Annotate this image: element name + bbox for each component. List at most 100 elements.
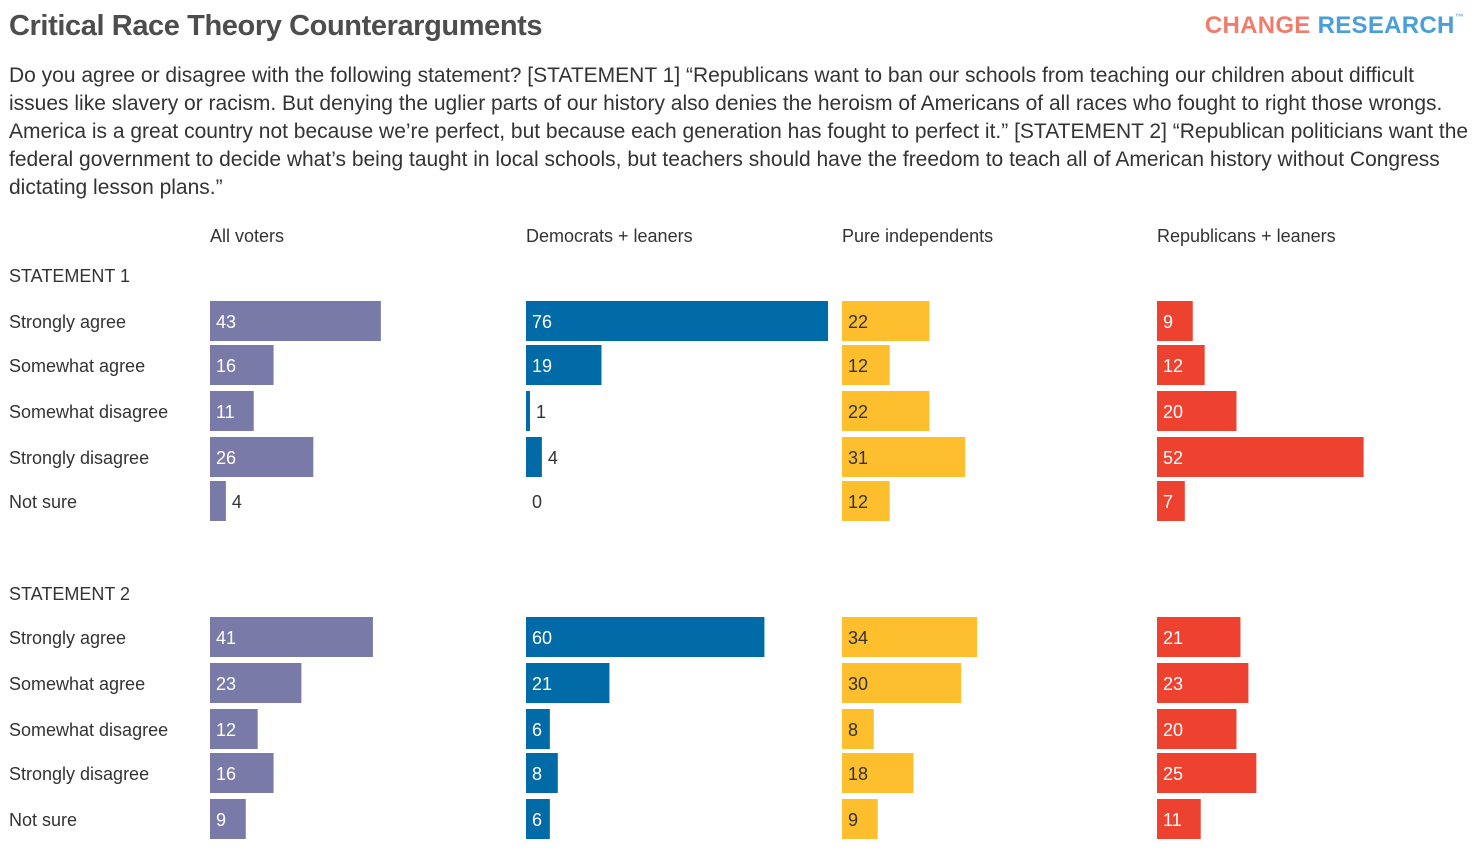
row-label-somewhat-disagree: Somewhat disagree <box>9 720 168 740</box>
data-label: 16 <box>216 764 236 784</box>
bar-statement-1-republicans-leaners-strongly-agree <box>1157 301 1193 341</box>
data-label: 11 <box>216 402 235 422</box>
bar-statement-1-democrats-leaners-somewhat-disagree <box>526 391 530 431</box>
bar-statement-2-democrats-leaners-not-sure <box>526 799 550 839</box>
column-header-all-voters: All voters <box>210 226 284 246</box>
bar-statement-2-pure-independents-strongly-agree <box>842 617 978 657</box>
logo-trademark: ™ <box>1454 12 1464 22</box>
bar-statement-2-all-voters-strongly-disagree <box>210 753 274 793</box>
data-label: 25 <box>1163 764 1183 784</box>
bar-statement-2-all-voters-not-sure <box>210 799 246 839</box>
bar-statement-1-republicans-leaners-strongly-disagree <box>1157 437 1364 477</box>
bar-statement-1-republicans-leaners-somewhat-agree <box>1157 345 1205 385</box>
bar-statement-1-pure-independents-somewhat-disagree <box>842 391 930 431</box>
bar-statement-2-pure-independents-strongly-disagree <box>842 753 914 793</box>
data-label: 12 <box>216 720 236 740</box>
row-label-somewhat-disagree: Somewhat disagree <box>9 402 168 422</box>
data-label: 8 <box>532 764 542 784</box>
bar-statement-2-republicans-leaners-not-sure <box>1157 799 1201 839</box>
panel-header-statement-1: STATEMENT 1 <box>9 266 130 286</box>
logo-research-text: RESEARCH <box>1317 12 1455 39</box>
bar-statement-2-pure-independents-not-sure <box>842 799 878 839</box>
bar-statement-2-pure-independents-somewhat-agree <box>842 663 962 703</box>
data-label: 12 <box>1163 356 1183 376</box>
bar-statement-2-all-voters-somewhat-disagree <box>210 709 258 749</box>
bar-statement-2-pure-independents-somewhat-disagree <box>842 709 874 749</box>
data-label: 60 <box>532 628 552 648</box>
bar-statement-1-all-voters-strongly-disagree <box>210 437 314 477</box>
row-label-strongly-agree: Strongly agree <box>9 628 126 648</box>
data-label: 19 <box>532 356 552 376</box>
panel-header-statement-2: STATEMENT 2 <box>9 584 130 604</box>
data-label: 22 <box>848 312 868 332</box>
data-label: 6 <box>532 810 542 830</box>
bar-statement-2-republicans-leaners-strongly-agree <box>1157 617 1241 657</box>
data-label: 11 <box>1163 810 1182 830</box>
row-label-somewhat-agree: Somewhat agree <box>9 356 145 376</box>
data-label: 1 <box>536 402 546 422</box>
bar-statement-1-pure-independents-somewhat-agree <box>842 345 890 385</box>
data-label: 23 <box>216 674 236 694</box>
bar-statement-2-democrats-leaners-somewhat-agree <box>526 663 610 703</box>
data-label: 26 <box>216 448 236 468</box>
data-label: 76 <box>532 312 552 332</box>
bar-statement-1-all-voters-somewhat-disagree <box>210 391 254 431</box>
data-label: 0 <box>532 492 542 512</box>
data-label: 41 <box>216 628 236 648</box>
data-label: 23 <box>1163 674 1183 694</box>
data-label: 21 <box>532 674 552 694</box>
bar-statement-2-all-voters-somewhat-agree <box>210 663 302 703</box>
bar-statement-1-republicans-leaners-somewhat-disagree <box>1157 391 1237 431</box>
data-label: 4 <box>232 492 242 512</box>
data-label: 18 <box>848 764 868 784</box>
data-label: 9 <box>1163 312 1173 332</box>
column-header-pure-independents: Pure independents <box>842 226 993 246</box>
row-label-not-sure: Not sure <box>9 492 77 512</box>
data-label: 9 <box>216 810 226 830</box>
row-label-somewhat-agree: Somewhat agree <box>9 674 145 694</box>
row-label-strongly-disagree: Strongly disagree <box>9 448 149 468</box>
data-label: 7 <box>1163 492 1173 512</box>
data-label: 52 <box>1163 448 1183 468</box>
bar-statement-1-all-voters-strongly-agree <box>210 301 381 341</box>
data-label: 8 <box>848 720 858 740</box>
data-label: 4 <box>548 448 558 468</box>
bar-statement-2-democrats-leaners-strongly-disagree <box>526 753 558 793</box>
row-label-not-sure: Not sure <box>9 810 77 830</box>
data-label: 12 <box>848 356 868 376</box>
bar-statement-2-republicans-leaners-somewhat-agree <box>1157 663 1249 703</box>
data-label: 43 <box>216 312 236 332</box>
row-label-strongly-disagree: Strongly disagree <box>9 764 149 784</box>
data-label: 6 <box>532 720 542 740</box>
bar-statement-1-all-voters-not-sure <box>210 481 226 521</box>
data-label: 16 <box>216 356 236 376</box>
data-label: 20 <box>1163 720 1183 740</box>
brand-logo: CHANGE RESEARCH™ <box>1205 12 1464 40</box>
chart-title: Critical Race Theory Counterarguments <box>9 10 543 42</box>
bar-statement-1-democrats-leaners-strongly-agree <box>526 301 828 341</box>
data-label: 20 <box>1163 402 1183 422</box>
data-label: 34 <box>848 628 868 648</box>
bar-statement-2-all-voters-strongly-agree <box>210 617 373 657</box>
bar-statement-2-republicans-leaners-strongly-disagree <box>1157 753 1257 793</box>
data-label: 12 <box>848 492 868 512</box>
bar-statement-1-pure-independents-strongly-disagree <box>842 437 966 477</box>
data-label: 22 <box>848 402 868 422</box>
row-label-strongly-agree: Strongly agree <box>9 312 126 332</box>
bar-statement-1-democrats-leaners-somewhat-agree <box>526 345 602 385</box>
logo-change-text: CHANGE <box>1204 12 1311 39</box>
column-header-democrats-leaners: Democrats + leaners <box>526 226 693 246</box>
data-label: 30 <box>848 674 868 694</box>
bar-statement-2-republicans-leaners-somewhat-disagree <box>1157 709 1237 749</box>
bar-statement-1-republicans-leaners-not-sure <box>1157 481 1185 521</box>
data-label: 31 <box>848 448 868 468</box>
question-text: Do you agree or disagree with the follow… <box>9 64 1469 199</box>
bar-statement-1-pure-independents-strongly-agree <box>842 301 930 341</box>
bar-statement-1-pure-independents-not-sure <box>842 481 890 521</box>
bar-statement-2-democrats-leaners-strongly-agree <box>526 617 765 657</box>
bar-statement-2-democrats-leaners-somewhat-disagree <box>526 709 550 749</box>
bar-statement-1-democrats-leaners-strongly-disagree <box>526 437 542 477</box>
column-header-republicans-leaners: Republicans + leaners <box>1157 226 1336 246</box>
bar-statement-1-all-voters-somewhat-agree <box>210 345 274 385</box>
